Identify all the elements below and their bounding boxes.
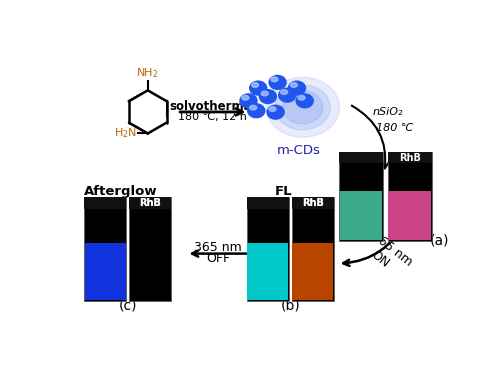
Text: 180 ℃: 180 ℃: [376, 124, 414, 134]
Text: Afterglow: Afterglow: [84, 185, 158, 198]
Bar: [248, 243, 288, 300]
Ellipse shape: [280, 90, 287, 95]
Bar: [246, 197, 289, 301]
Bar: [292, 197, 334, 301]
Bar: [339, 152, 383, 241]
Text: RhB: RhB: [302, 198, 324, 208]
Text: m-CDs: m-CDs: [277, 144, 321, 157]
Ellipse shape: [290, 83, 298, 87]
Ellipse shape: [271, 77, 278, 82]
Text: FL: FL: [274, 185, 292, 198]
Text: RhB: RhB: [399, 153, 420, 163]
Text: (c): (c): [118, 299, 137, 313]
Ellipse shape: [242, 95, 249, 100]
Ellipse shape: [269, 107, 276, 112]
Text: 365 nm: 365 nm: [194, 241, 242, 254]
Ellipse shape: [266, 77, 340, 137]
Ellipse shape: [269, 75, 286, 89]
Text: NH$_2$: NH$_2$: [136, 66, 159, 79]
Ellipse shape: [252, 83, 258, 87]
Text: solvothermal: solvothermal: [170, 100, 256, 113]
Ellipse shape: [248, 104, 265, 118]
Bar: [388, 152, 432, 241]
Bar: [339, 152, 383, 163]
Bar: [129, 197, 172, 301]
Ellipse shape: [240, 94, 257, 108]
Ellipse shape: [278, 88, 296, 102]
Ellipse shape: [296, 94, 313, 108]
Ellipse shape: [275, 85, 330, 130]
Text: ON: ON: [368, 248, 392, 270]
Text: (b): (b): [280, 299, 300, 313]
Ellipse shape: [282, 91, 323, 124]
Text: 180 ℃, 12 h: 180 ℃, 12 h: [178, 112, 248, 122]
Text: 365 nm: 365 nm: [369, 229, 414, 269]
Text: H$_2$N: H$_2$N: [114, 127, 137, 140]
Bar: [84, 197, 126, 209]
Bar: [129, 197, 172, 209]
Bar: [84, 197, 126, 301]
Text: RhB: RhB: [302, 198, 324, 208]
Ellipse shape: [262, 91, 268, 96]
Ellipse shape: [267, 105, 284, 119]
Ellipse shape: [250, 105, 256, 110]
Bar: [246, 197, 289, 209]
Text: (a): (a): [430, 234, 450, 248]
Bar: [388, 152, 432, 163]
Ellipse shape: [298, 95, 305, 100]
Ellipse shape: [250, 81, 266, 95]
Ellipse shape: [260, 90, 276, 103]
Bar: [292, 197, 334, 209]
Text: RhB: RhB: [139, 198, 161, 208]
Bar: [340, 191, 382, 240]
Bar: [84, 243, 126, 300]
Text: nSiO₂: nSiO₂: [372, 107, 403, 117]
Text: RhB: RhB: [139, 198, 161, 208]
Bar: [388, 191, 431, 240]
Bar: [292, 243, 334, 300]
Ellipse shape: [288, 81, 306, 95]
Text: OFF: OFF: [206, 252, 231, 265]
